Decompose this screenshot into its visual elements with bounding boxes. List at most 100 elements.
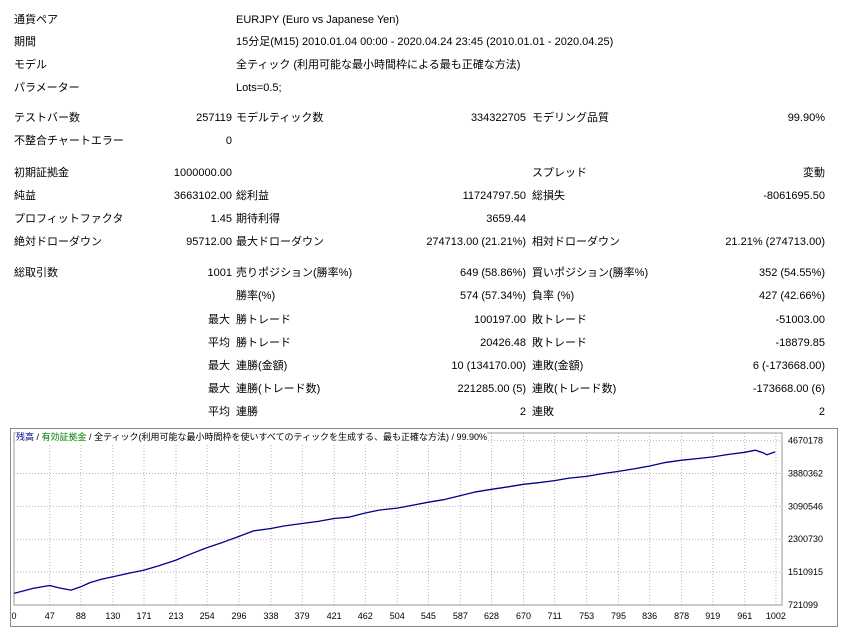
ticks-label: モデルティック数 xyxy=(236,112,324,124)
x-tick-label: 296 xyxy=(232,611,247,621)
params-label: パラメーター xyxy=(14,82,80,94)
profit-factor-label: プロフィットファクタ xyxy=(14,213,124,225)
average-label: 平均 xyxy=(208,337,230,349)
x-tick-label: 130 xyxy=(105,611,120,621)
x-tick-label: 88 xyxy=(76,611,86,621)
loss-rate-value: 427 (42.66%) xyxy=(758,290,825,302)
x-tick-label: 545 xyxy=(421,611,436,621)
deposit-label: 初期証拠金 xyxy=(14,167,69,179)
profit-factor-value: 1.45 xyxy=(210,213,232,225)
max-consecutive-losses-label: 連敗(金額) xyxy=(532,360,584,372)
x-tick-label: 1002 xyxy=(766,611,786,621)
net-profit-label: 純益 xyxy=(14,190,36,202)
x-tick-label: 961 xyxy=(737,611,752,621)
avg-consecutive-wins-value: 2 xyxy=(519,406,526,418)
balance-chart: 0 47 88 130 171 213 254 296 338 379 421 462 504 545 58… xyxy=(10,428,838,627)
quality-value: 99.90% xyxy=(787,112,825,124)
chart-legend: 残高 / 有効証拠金 / 全ティック(利用可能な最小時間枠を使いすべてのティック… xyxy=(16,431,488,443)
deposit-value: 1000000.00 xyxy=(173,167,232,179)
model-value: 全ティック (利用可能な最小時間枠による最も正確な方法) xyxy=(236,59,521,71)
max-consecutive-profit-value: 221285.00 (5) xyxy=(457,383,527,395)
plot-area-frame xyxy=(13,432,783,606)
x-tick-label: 711 xyxy=(547,611,561,621)
long-positions-label: 買いポジション(勝率%) xyxy=(532,267,649,279)
win-rate-label: 勝率(%) xyxy=(236,290,276,302)
mismatch-label: 不整合チャートエラー xyxy=(14,135,124,147)
x-tick-label: 254 xyxy=(200,611,215,621)
short-positions-label: 売りポジション(勝率%) xyxy=(236,267,353,279)
net-profit-value: 3663102.00 xyxy=(173,190,232,202)
y-tick-label: 2300730 xyxy=(788,534,823,544)
largest-win-label: 勝トレード xyxy=(236,314,291,326)
gross-loss-value: -8061695.50 xyxy=(763,190,825,202)
avg-consecutive-losses-label: 連敗 xyxy=(532,406,554,418)
x-tick-label: 670 xyxy=(516,611,531,621)
spread-label: スプレッド xyxy=(532,167,587,179)
gross-loss-label: 総損失 xyxy=(532,190,565,202)
max-consecutive-label: 最大 xyxy=(208,360,230,372)
x-tick-label: 795 xyxy=(611,611,626,621)
max-consecutive-wins-label: 連勝(金額) xyxy=(236,360,288,372)
legend-model: 全ティック(利用可能な最小時間枠を使いすべてのティックを生成する、最も正確な方法… xyxy=(94,432,449,442)
period-label: 期間 xyxy=(14,36,36,48)
average-loss-value: -18879.85 xyxy=(775,337,825,349)
loss-rate-label: 負率 (%) xyxy=(532,290,575,302)
maximal-consecutive-label: 最大 xyxy=(208,383,230,395)
legend-quality: 99.90% xyxy=(456,432,488,442)
total-trades-value: 1001 xyxy=(207,267,232,279)
average-win-label: 勝トレード xyxy=(236,337,291,349)
maximal-drawdown-value: 274713.00 (21.21%) xyxy=(426,236,526,248)
gross-profit-label: 総利益 xyxy=(236,190,269,202)
x-tick-label: 628 xyxy=(484,611,499,621)
average-consecutive-label: 平均 xyxy=(208,406,230,418)
spread-value: 変動 xyxy=(803,167,825,179)
legend-balance: 残高 xyxy=(16,432,35,442)
x-tick-label: 919 xyxy=(705,611,720,621)
x-tick-label: 462 xyxy=(358,611,373,621)
legend-equity: 有効証拠金 xyxy=(41,432,87,442)
long-positions-value: 352 (54.55%) xyxy=(758,267,825,279)
average-loss-label: 敗トレード xyxy=(532,337,587,349)
x-tick-label: 47 xyxy=(45,611,55,621)
x-tick-label: 836 xyxy=(642,611,657,621)
quality-label: モデリング品質 xyxy=(532,112,609,124)
expected-payoff-value: 3659.44 xyxy=(486,213,526,225)
max-consecutive-loss-value: -173668.00 (6) xyxy=(752,383,825,395)
x-tick-label: 338 xyxy=(263,611,278,621)
total-trades-label: 総取引数 xyxy=(14,267,58,279)
max-consecutive-wins-value: 10 (134170.00) xyxy=(451,360,526,372)
model-label: モデル xyxy=(14,59,47,71)
x-tick-label: 504 xyxy=(390,611,405,621)
largest-win-value: 100197.00 xyxy=(474,314,526,326)
relative-drawdown-value: 21.21% (274713.00) xyxy=(725,236,825,248)
y-tick-label: 4670178 xyxy=(788,436,823,446)
avg-consecutive-losses-value: 2 xyxy=(818,406,825,418)
balance-chart-svg: 0 47 88 130 171 213 254 296 338 379 421 462 504 545 58… xyxy=(11,432,823,621)
x-tick-label: 171 xyxy=(137,611,152,621)
symbol-label: 通貨ペア xyxy=(14,14,58,26)
bars-label: テストバー数 xyxy=(14,112,80,124)
x-tick-label: 878 xyxy=(674,611,689,621)
max-consecutive-losses-value: 6 (-173668.00) xyxy=(752,360,825,372)
avg-consecutive-wins-label: 連勝 xyxy=(236,406,258,418)
bars-value: 257119 xyxy=(196,112,232,124)
legend-separator: / xyxy=(86,432,95,442)
period-value: 15分足(M15) 2010.01.04 00:00 - 2020.04.24 … xyxy=(236,36,614,48)
gross-profit-value: 11724797.50 xyxy=(462,190,526,202)
max-consecutive-profit-label: 連勝(トレード数) xyxy=(236,383,321,395)
balance-line xyxy=(13,449,776,595)
mismatch-value: 0 xyxy=(225,135,232,147)
short-positions-value: 649 (58.86%) xyxy=(459,267,526,279)
symbol-value: EURJPY (Euro vs Japanese Yen) xyxy=(236,14,400,26)
y-tick-label: 1510915 xyxy=(788,567,823,577)
absolute-drawdown-label: 絶対ドローダウン xyxy=(14,236,102,248)
y-tick-label: 3090546 xyxy=(788,501,823,511)
expected-payoff-label: 期待利得 xyxy=(236,213,280,225)
largest-label: 最大 xyxy=(208,314,230,326)
y-tick-label: 721099 xyxy=(788,600,818,610)
average-win-value: 20426.48 xyxy=(480,337,526,349)
win-rate-value: 574 (57.34%) xyxy=(459,290,526,302)
largest-loss-label: 敗トレード xyxy=(532,314,587,326)
x-tick-label: 0 xyxy=(11,611,16,621)
x-tick-label: 587 xyxy=(453,611,468,621)
